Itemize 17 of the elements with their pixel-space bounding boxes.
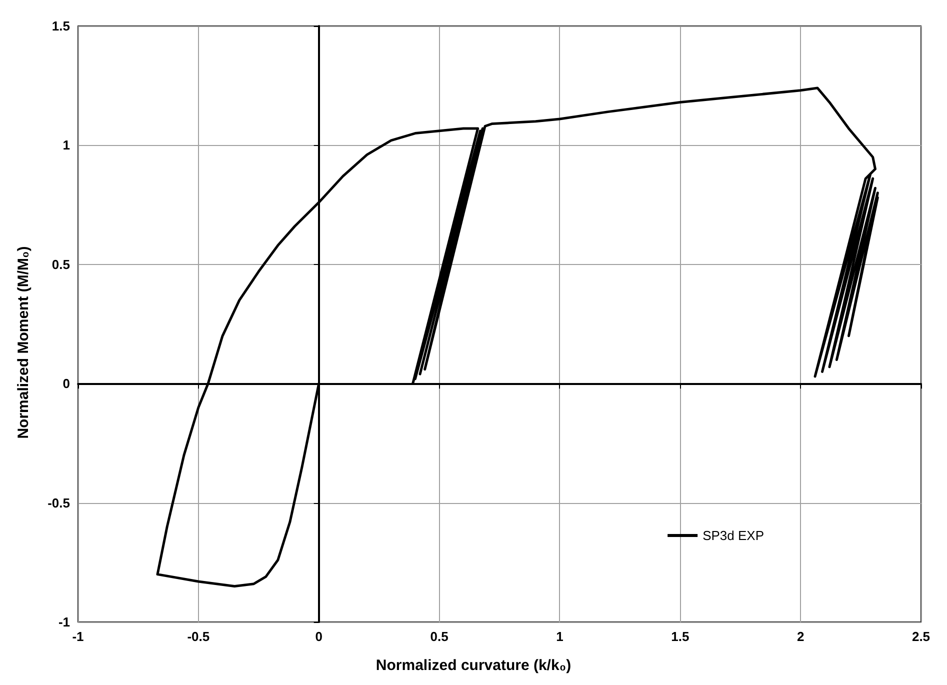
x-tick-label: -0.5 <box>187 629 210 644</box>
y-axis-title: Normalized Moment (M/M₀) <box>15 246 32 439</box>
y-tick-label: -1 <box>58 614 70 630</box>
x-tick-label: 1.5 <box>671 629 690 644</box>
y-tick-label: 1 <box>62 138 70 153</box>
x-tick-label: 2 <box>796 629 804 644</box>
y-tick-label: 1.5 <box>52 18 70 34</box>
x-tick-label: 1 <box>556 629 564 644</box>
y-tick-label: 0 <box>62 376 70 392</box>
x-axis-title: Normalized curvature (k/k₀) <box>376 657 572 674</box>
legend-label: SP3d EXP <box>702 528 764 543</box>
x-tick-label: -1 <box>72 629 84 644</box>
x-tick-label: 2.5 <box>912 629 930 644</box>
y-tick-label: -0.5 <box>48 495 70 510</box>
y-tick-label: 0.5 <box>52 256 70 272</box>
x-tick-label: 0.5 <box>430 629 448 644</box>
x-tick-label: 0 <box>315 629 322 644</box>
